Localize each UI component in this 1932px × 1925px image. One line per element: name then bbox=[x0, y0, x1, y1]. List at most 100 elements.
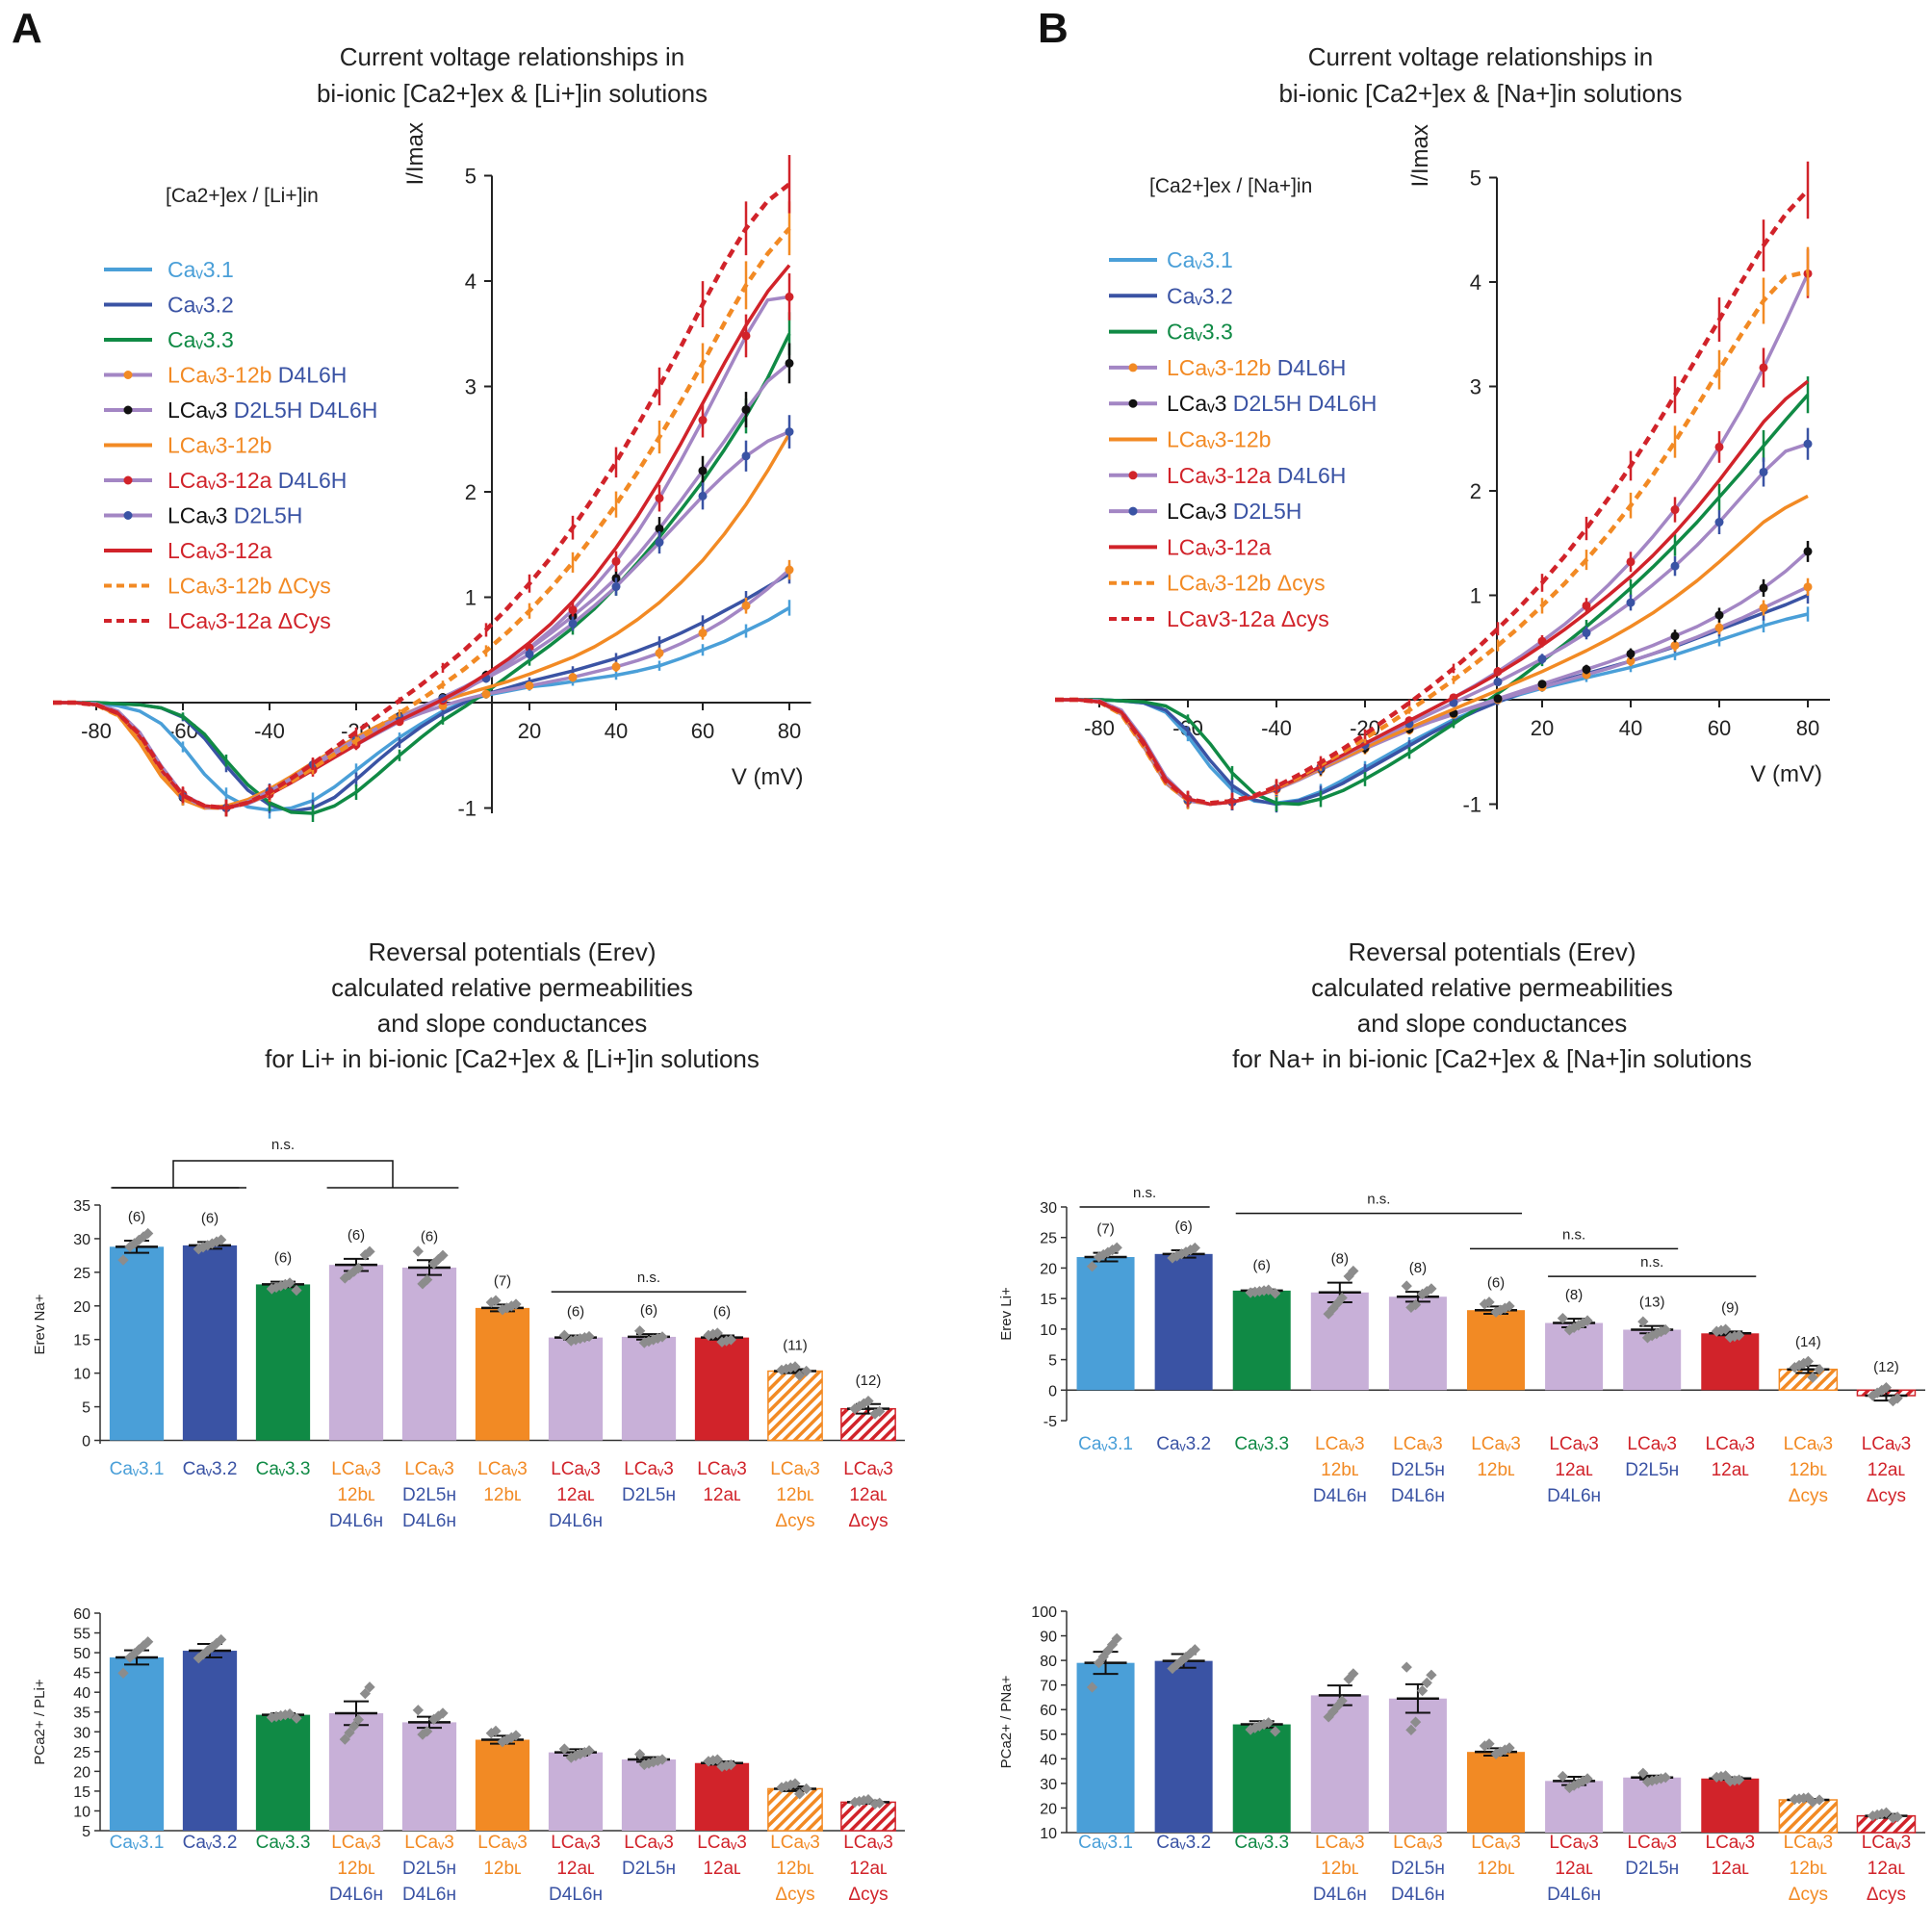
category-label: LCaᵥ3 bbox=[1862, 1434, 1912, 1454]
category-label: 12bʟ bbox=[337, 1485, 375, 1505]
bar bbox=[548, 1337, 604, 1441]
legend-label: LCaᵥ3 D2L5H D4L6H bbox=[167, 398, 377, 423]
data-point bbox=[1537, 680, 1547, 689]
data-point bbox=[124, 1241, 136, 1252]
data-point bbox=[638, 1337, 650, 1348]
data-point bbox=[497, 1736, 508, 1748]
category-label: 12bʟ bbox=[337, 1859, 375, 1879]
category-label: D2L5ʜ bbox=[622, 1485, 676, 1505]
data-point bbox=[1401, 1280, 1412, 1292]
category-label: LCaᵥ3 bbox=[697, 1459, 747, 1479]
series-line bbox=[1055, 188, 1810, 806]
category-label: LCaᵥ3 bbox=[1627, 1833, 1677, 1853]
data-point bbox=[485, 1728, 497, 1739]
category-label: LCaᵥ3 bbox=[1471, 1434, 1521, 1454]
significance-label: n.s. bbox=[1367, 1192, 1390, 1208]
category-label: Δcys bbox=[1789, 1885, 1828, 1905]
category-label: D4L6ʜ bbox=[549, 1885, 603, 1905]
y-tick-label: 40 bbox=[73, 1685, 90, 1702]
category-label: 12aʟ bbox=[703, 1485, 741, 1505]
data-point bbox=[359, 1249, 371, 1261]
bar bbox=[1310, 1292, 1369, 1391]
category-label: Caᵥ3.2 bbox=[1156, 1434, 1211, 1454]
category-label: 12aʟ bbox=[703, 1859, 741, 1879]
y-axis-label: Erev Li+ bbox=[998, 1287, 1015, 1341]
data-point bbox=[698, 466, 708, 475]
data-point bbox=[1490, 1306, 1502, 1318]
data-point bbox=[741, 331, 751, 341]
series-line bbox=[1055, 394, 1810, 807]
n-label: (14) bbox=[1795, 1334, 1821, 1350]
n-label: (12) bbox=[856, 1373, 882, 1389]
y-tick-label: 35 bbox=[73, 1198, 90, 1215]
bar bbox=[255, 1284, 311, 1441]
category-label: Caᵥ3.2 bbox=[183, 1833, 238, 1853]
data-point bbox=[1479, 1298, 1490, 1310]
legend-label-part: D2L5H bbox=[1226, 391, 1301, 416]
category-label: LCaᵥ3 bbox=[1706, 1434, 1756, 1454]
y-tick-label: 5 bbox=[465, 165, 477, 189]
bar bbox=[328, 1712, 384, 1831]
series-line bbox=[53, 226, 791, 810]
bar bbox=[1701, 1778, 1760, 1833]
n-label: (6) bbox=[274, 1250, 292, 1267]
data-point bbox=[785, 427, 794, 437]
series-line bbox=[1055, 379, 1810, 807]
data-point bbox=[1714, 442, 1724, 451]
data-point bbox=[1582, 665, 1591, 675]
y-tick-label: 60 bbox=[73, 1606, 90, 1623]
legend-label-part: LCaᵥ3 bbox=[167, 398, 227, 423]
legend-label: LCaᵥ3-12b ΔCys bbox=[167, 574, 331, 599]
significance-label: n.s. bbox=[1562, 1226, 1585, 1243]
legend-label: LCaᵥ3-12a ΔCys bbox=[167, 608, 331, 633]
iv-title-b-line1: Current voltage relationships in bbox=[1308, 42, 1653, 71]
y-tick-label: 20 bbox=[73, 1299, 90, 1316]
data-point bbox=[1867, 1390, 1879, 1401]
x-tick-label: 20 bbox=[1531, 716, 1554, 740]
y-tick-label: 4 bbox=[465, 270, 477, 294]
y-tick-label: 50 bbox=[73, 1646, 90, 1662]
legend-marker bbox=[123, 511, 133, 520]
data-point bbox=[794, 1370, 806, 1381]
n-label: (6) bbox=[421, 1228, 438, 1245]
category-label: LCaᵥ3 bbox=[770, 1833, 820, 1853]
y-tick-label: 50 bbox=[1040, 1728, 1057, 1744]
y-tick-label: 10 bbox=[73, 1804, 90, 1820]
data-point bbox=[525, 650, 534, 659]
data-point bbox=[339, 1733, 350, 1745]
category-label: D4L6ʜ bbox=[1547, 1486, 1601, 1506]
x-tick-label: -40 bbox=[1261, 716, 1292, 740]
data-point bbox=[801, 1365, 812, 1377]
data-point bbox=[1641, 1776, 1654, 1787]
category-label: Δcys bbox=[1789, 1486, 1828, 1506]
series-line bbox=[53, 429, 790, 810]
y-tick-label: 20 bbox=[73, 1764, 90, 1781]
data-point bbox=[869, 1408, 881, 1420]
category-label: Δcys bbox=[848, 1511, 888, 1531]
bar bbox=[1076, 1257, 1135, 1391]
data-point bbox=[428, 1258, 440, 1270]
category-label: LCaᵥ3 bbox=[477, 1833, 528, 1853]
category-label: D4L6ʜ bbox=[1391, 1486, 1445, 1506]
erev-bar-chart-a: 0 5 10 15 20 25 30 35 Erev Na+ (6) Caᵥ3.1 (6) Caᵥ3.2… bbox=[32, 1137, 905, 1531]
data-point bbox=[869, 1798, 881, 1810]
data-point bbox=[1714, 623, 1724, 632]
bar bbox=[475, 1739, 530, 1831]
category-label: Caᵥ3.3 bbox=[1234, 1434, 1289, 1454]
data-point bbox=[698, 491, 708, 500]
data-point bbox=[741, 405, 751, 415]
y-axis-label: I/Imax bbox=[1407, 124, 1433, 187]
data-point bbox=[1537, 654, 1547, 664]
data-point bbox=[655, 524, 664, 533]
legend-marker bbox=[123, 405, 133, 415]
legend-marker bbox=[123, 475, 133, 485]
y-tick-label: 10 bbox=[73, 1367, 90, 1383]
data-point bbox=[266, 1283, 277, 1295]
data-point bbox=[785, 358, 794, 368]
bar bbox=[1154, 1253, 1213, 1391]
n-label: (6) bbox=[201, 1210, 219, 1226]
legend-marker bbox=[1128, 471, 1138, 480]
category-label: Caᵥ3.3 bbox=[256, 1459, 311, 1479]
data-point bbox=[1449, 698, 1458, 707]
